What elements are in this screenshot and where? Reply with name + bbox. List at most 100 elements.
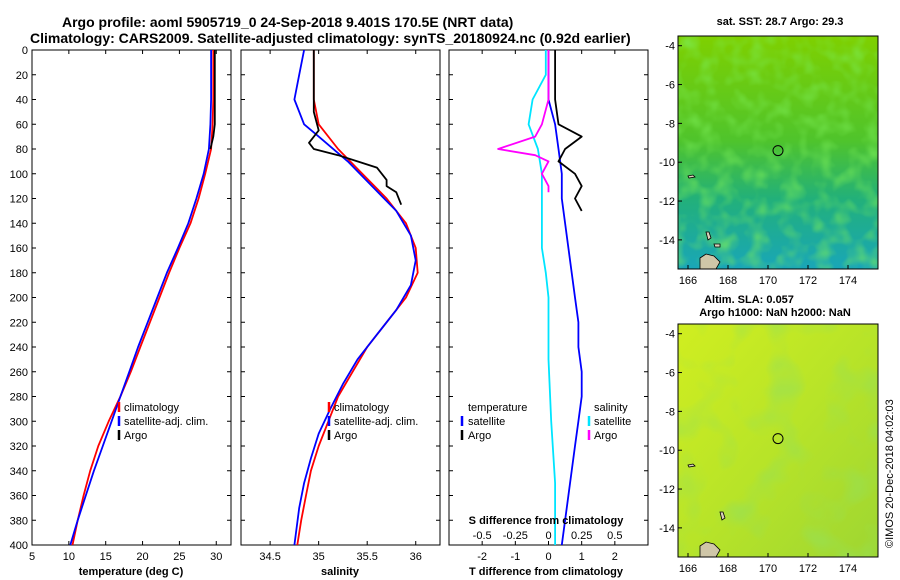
x-tick-label: 2 bbox=[612, 551, 618, 563]
lat-tick-label: -14 bbox=[659, 523, 675, 535]
salinity-axes-frame bbox=[240, 49, 441, 546]
figure-title-line1: Argo profile: aoml 5905719_0 24-Sep-2018… bbox=[62, 14, 513, 30]
lon-tick-label: 166 bbox=[679, 275, 697, 287]
series-argo bbox=[209, 50, 216, 150]
series-t-argo bbox=[554, 50, 583, 212]
lon-tick-label: 172 bbox=[799, 275, 817, 287]
lon-tick-label: 174 bbox=[839, 275, 857, 287]
legend-label-t-argo: Argo bbox=[468, 430, 491, 442]
legend-label-climatology: climatology bbox=[334, 402, 390, 414]
t-difference-xlabel: T difference from climatology bbox=[469, 566, 624, 578]
depth-tick-label: 320 bbox=[10, 441, 28, 453]
sst-lat-axis: -4 -6 -8 -10 -12 -14 bbox=[659, 41, 682, 247]
difference-panel: -2 -1 0 1 2 -0.5 -0.25 0 0.25 0.5 S difference f… bbox=[448, 49, 649, 578]
temperature-axes-frame bbox=[31, 49, 232, 546]
salinity-panel: 34.5 35 35.5 36 salinity climatology satell… bbox=[240, 49, 441, 578]
depth-tick-label: 220 bbox=[10, 317, 28, 329]
legend-label-s-satellite: satellite bbox=[594, 416, 631, 428]
sla-map-title-line2: Argo h1000: NaN h2000: NaN bbox=[699, 307, 851, 319]
temperature-profiles bbox=[69, 50, 216, 545]
temperature-x-axis: 5 10 15 20 25 30 bbox=[29, 50, 222, 563]
sla-map-title-line1: Altim. SLA: 0.057 bbox=[704, 294, 794, 306]
depth-tick-label: 260 bbox=[10, 367, 28, 379]
legend-label-argo: Argo bbox=[124, 430, 147, 442]
x-tick-label: 35 bbox=[313, 551, 325, 563]
lon-tick-label: 168 bbox=[719, 563, 737, 575]
depth-tick-label: 100 bbox=[10, 169, 28, 181]
depth-tick-label: 360 bbox=[10, 491, 28, 503]
depth-tick-label: 340 bbox=[10, 466, 28, 478]
depth-tick-label: 120 bbox=[10, 194, 28, 206]
series-s-argo bbox=[497, 50, 550, 193]
x-tick-label: 35.5 bbox=[356, 551, 377, 563]
legend-heading-salinity: salinity bbox=[594, 402, 628, 414]
s-diff-tick-label: 0 bbox=[545, 530, 551, 542]
series-climatology bbox=[296, 50, 419, 545]
lon-tick-label: 170 bbox=[759, 275, 777, 287]
salinity-xlabel: salinity bbox=[321, 566, 360, 578]
lat-tick-label: -4 bbox=[665, 41, 675, 53]
temperature-xlabel: temperature (deg C) bbox=[79, 566, 184, 578]
sla-map-frame bbox=[677, 323, 879, 558]
depth-tick-label: 140 bbox=[10, 218, 28, 230]
argo-location-marker bbox=[772, 433, 784, 445]
series-satellite-adj-clim- bbox=[293, 50, 417, 545]
depth-tick-label: 300 bbox=[10, 416, 28, 428]
sst-island bbox=[687, 174, 696, 179]
x-tick-label: 34.5 bbox=[259, 551, 280, 563]
x-tick-label: 20 bbox=[136, 551, 148, 563]
depth-tick-label: 60 bbox=[16, 119, 28, 131]
legend-label-t-satellite: satellite bbox=[468, 416, 505, 428]
temperature-difference-legend: temperature satellite Argo bbox=[460, 402, 527, 442]
temperature-legend: climatology satellite-adj. clim. Argo bbox=[117, 402, 208, 442]
lon-tick-label: 166 bbox=[679, 563, 697, 575]
salinity-difference-legend: salinity satellite Argo bbox=[587, 402, 631, 442]
salinity-legend: climatology satellite-adj. clim. Argo bbox=[327, 402, 418, 442]
depth-tick-label: 20 bbox=[16, 70, 28, 82]
legend-label-satellite: satellite-adj. clim. bbox=[334, 416, 418, 428]
depth-tick-label: 400 bbox=[10, 540, 28, 552]
argo-location-marker bbox=[772, 145, 784, 157]
x-tick-label: 5 bbox=[29, 551, 35, 563]
depth-tick-label: 0 bbox=[22, 45, 28, 57]
depth-tick-label: 280 bbox=[10, 392, 28, 404]
legend-label-climatology: climatology bbox=[124, 402, 180, 414]
imos-timestamp: ©IMOS 20-Dec-2018 04:02:03 bbox=[884, 399, 896, 548]
series-argo bbox=[308, 50, 403, 206]
lat-tick-label: -12 bbox=[659, 196, 675, 208]
s-difference-x-axis: -0.5 -0.25 0 0.25 0.5 bbox=[473, 530, 623, 542]
lat-tick-label: -14 bbox=[659, 235, 675, 247]
salinity-profiles bbox=[293, 50, 419, 545]
x-tick-label: 15 bbox=[100, 551, 112, 563]
s-diff-tick-label: -0.5 bbox=[473, 530, 492, 542]
sla-islands bbox=[687, 463, 726, 521]
series-t-satellite bbox=[547, 50, 583, 545]
difference-depth-ticks bbox=[449, 49, 648, 546]
x-tick-label: 0 bbox=[545, 551, 551, 563]
depth-axis: 0 20 40 60 80 100 120 140 160 180 200 220 240 260 280 3… bbox=[10, 45, 231, 552]
lat-tick-label: -6 bbox=[665, 80, 675, 92]
sst-texture bbox=[678, 36, 878, 269]
sla-lat-axis: -4 -6 -8 -10 -12 -14 bbox=[659, 329, 682, 535]
t-difference-x-axis: -2 -1 0 1 2 bbox=[477, 50, 618, 563]
lat-tick-label: -10 bbox=[659, 445, 675, 457]
lat-tick-label: -6 bbox=[665, 368, 675, 380]
legend-label-argo: Argo bbox=[334, 430, 357, 442]
salinity-x-axis: 34.5 35 35.5 36 bbox=[259, 50, 422, 563]
sst-map-title: sat. SST: 28.7 Argo: 29.3 bbox=[717, 16, 844, 28]
x-tick-label: 36 bbox=[410, 551, 422, 563]
lat-tick-label: -8 bbox=[665, 406, 675, 418]
lat-tick-label: -4 bbox=[665, 329, 675, 341]
legend-label-s-argo: Argo bbox=[594, 430, 617, 442]
lon-tick-label: 174 bbox=[839, 563, 857, 575]
x-tick-label: 30 bbox=[210, 551, 222, 563]
lon-tick-label: 170 bbox=[759, 563, 777, 575]
lon-tick-label: 172 bbox=[799, 563, 817, 575]
depth-tick-label: 80 bbox=[16, 144, 28, 156]
sla-texture bbox=[678, 324, 878, 557]
legend-label-satellite: satellite-adj. clim. bbox=[124, 416, 208, 428]
depth-tick-label: 200 bbox=[10, 293, 28, 305]
depth-tick-label: 380 bbox=[10, 515, 28, 527]
series-satellite-adj-clim- bbox=[69, 50, 213, 545]
